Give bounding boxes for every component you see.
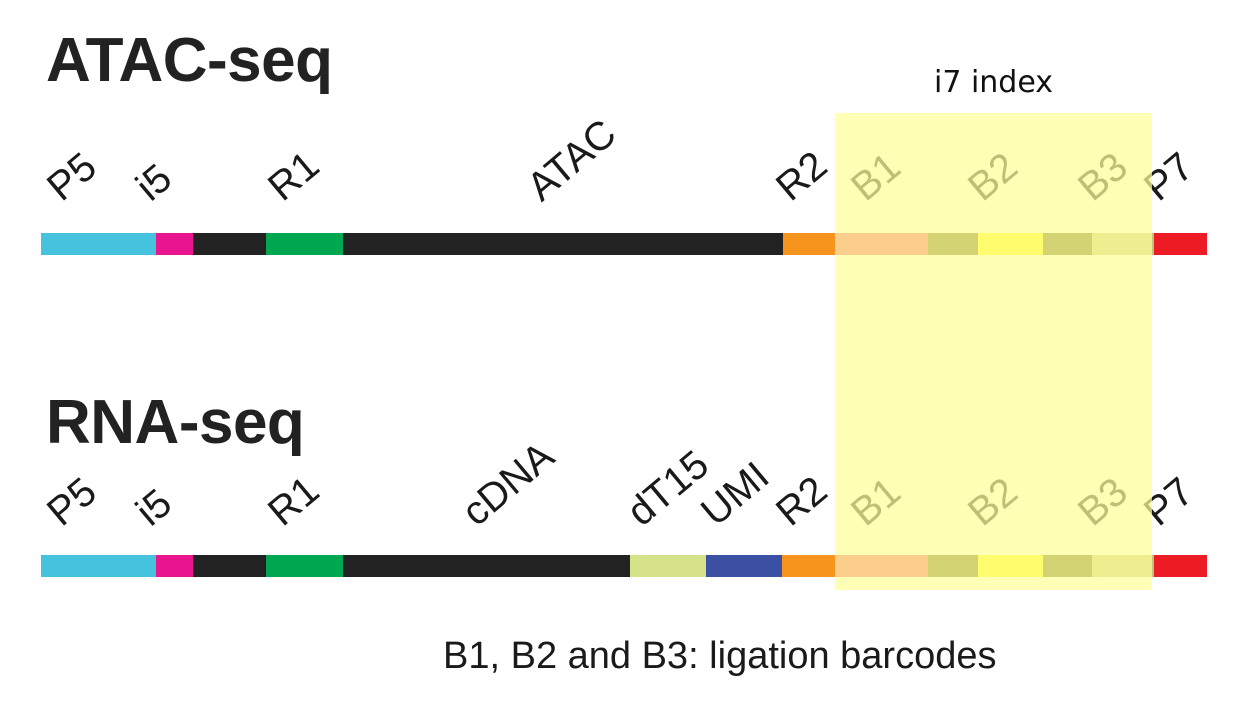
- barcode-legend-note: B1, B2 and B3: ligation barcodes: [443, 635, 997, 677]
- atac-label-r2: R2: [768, 142, 836, 210]
- rna-segment-r2: [782, 555, 835, 577]
- atac-segment-i5: [156, 233, 193, 255]
- atac-label-i5: i5: [128, 155, 181, 210]
- atac-segment-p5: [41, 233, 156, 255]
- rna-label-i5: i5: [128, 480, 181, 535]
- i7-index-label: i7 index: [934, 65, 1054, 100]
- rna-segment-p7: [1154, 555, 1207, 577]
- rna-label-dt15: dT15: [619, 442, 718, 535]
- rna-segment-p5: [41, 555, 156, 577]
- atac-segment-p7: [1154, 233, 1207, 255]
- rna-segment-cdna: [343, 555, 630, 577]
- rna-label-r1: R1: [260, 467, 328, 535]
- rna-segment-i5: [156, 555, 193, 577]
- i7-index-highlight: [835, 113, 1152, 590]
- rna-label-cdna: cDNA: [454, 433, 563, 535]
- atac-label-atac: ATAC: [519, 111, 625, 210]
- rna-seq-title: RNA-seq: [46, 388, 305, 457]
- atac-seq-title: ATAC-seq: [46, 26, 333, 95]
- atac-segment-r1: [266, 233, 343, 255]
- rna-segment-umi: [706, 555, 782, 577]
- rna-segment-r1: [266, 555, 343, 577]
- atac-label-r1: R1: [260, 142, 328, 210]
- atac-label-p5: P5: [39, 144, 105, 210]
- atac-segment-spacer: [193, 233, 266, 255]
- rna-label-r2: R2: [768, 467, 836, 535]
- rna-label-p5: P5: [39, 469, 105, 535]
- atac-segment-r2: [783, 233, 835, 255]
- atac-segment-atac: [343, 233, 783, 255]
- rna-segment-dt15: [630, 555, 706, 577]
- rna-segment-spacer: [193, 555, 266, 577]
